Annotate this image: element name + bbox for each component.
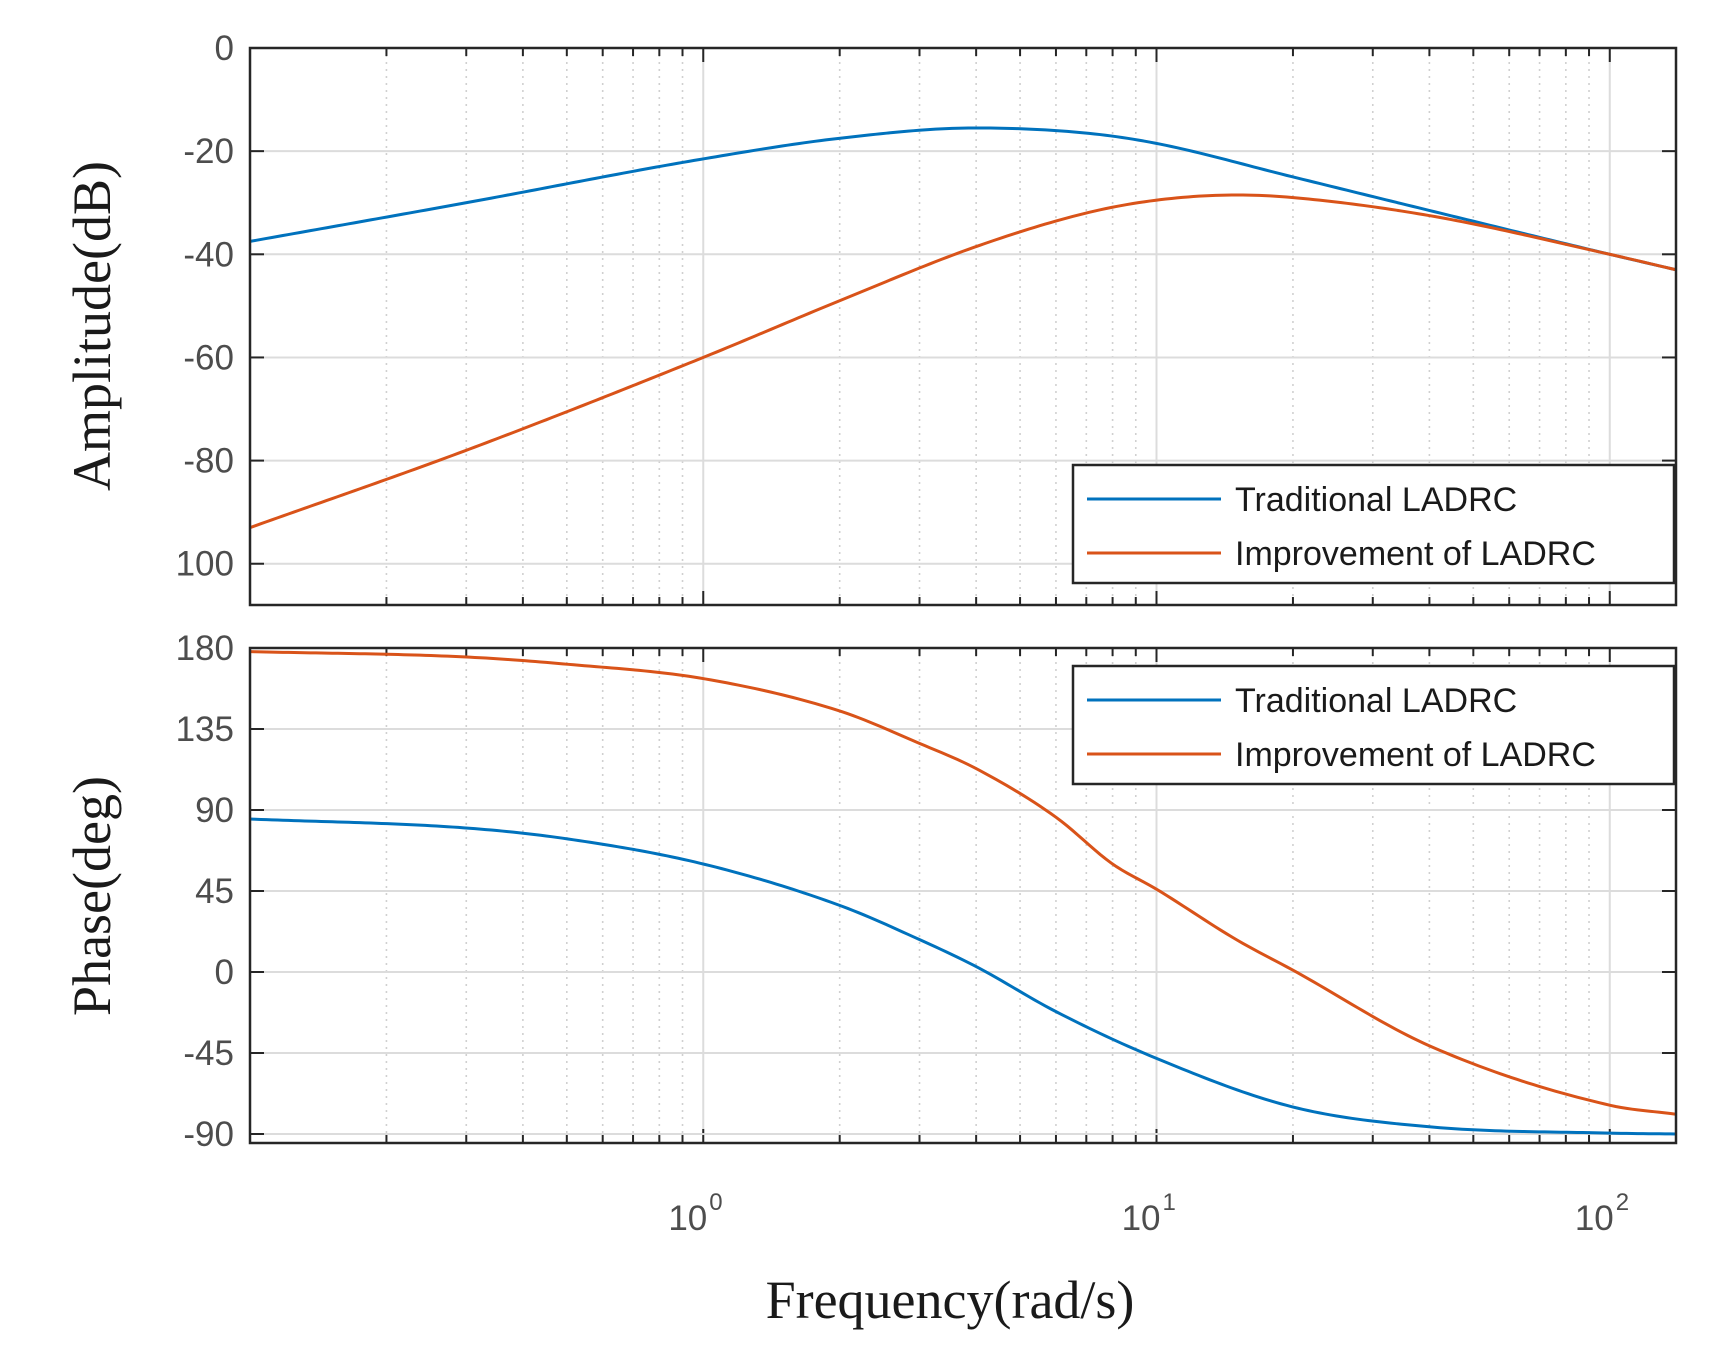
magnitude-frame [248,46,1678,607]
y-tick-label: 0 [215,29,234,68]
magnitude-panel: 0 -20 -40 -60 -80 100 Amplitude(dB) Tradition… [62,29,1678,607]
y-tick-label: -80 [183,442,234,481]
magnitude-series [249,126,1677,530]
y-tick-label: -90 [183,1115,234,1154]
y-tick-label: -45 [183,1034,234,1073]
magnitude-legend: Traditional LADRC Improvement of LADRC [1071,463,1676,585]
phase-frame [248,646,1678,1145]
y-tick-label: 100 [176,545,234,584]
x-tick-base: 10 [1575,1199,1614,1238]
y-tick-label: 135 [176,710,234,749]
series-line-improvement-of-ladrc [249,650,1677,1116]
magnitude-y-ticks: 0 -20 -40 -60 -80 100 [176,29,234,584]
phase-y-ticks: 180 135 90 45 0 -45 -90 [176,629,234,1154]
y-tick-label: -40 [183,235,234,274]
x-tick-exponent: 2 [1616,1189,1629,1216]
x-tick-exponent: 0 [709,1189,722,1216]
legend-box [1071,463,1676,585]
phase-ylabel: Phase(deg) [62,776,122,1016]
legend-label: Improvement of LADRC [1235,736,1596,774]
x-axis-ticks: 10 0 10 1 10 2 [668,1189,1629,1238]
legend-label: Traditional LADRC [1235,481,1517,519]
y-tick-label: 0 [215,953,234,992]
x-axis-label: Frequency(rad/s) [766,1270,1135,1330]
x-tick-exponent: 1 [1163,1189,1176,1216]
y-tick-label: -20 [183,132,234,171]
phase-legend: Traditional LADRC Improvement of LADRC [1071,664,1676,786]
x-tick-base: 10 [1122,1199,1161,1238]
x-tick-base: 10 [668,1199,707,1238]
phase-series [249,650,1677,1136]
legend-label: Improvement of LADRC [1235,535,1596,573]
magnitude-ylabel: Amplitude(dB) [62,161,122,491]
series-line-traditional-ladrc [249,817,1677,1136]
y-tick-label: 45 [195,872,234,911]
phase-panel: 180 135 90 45 0 -45 -90 Phase(deg) Traditional… [62,629,1678,1154]
x-tick-label: 10 0 [668,1189,722,1238]
series-line-improvement-of-ladrc [249,193,1677,530]
series-line-traditional-ladrc [249,126,1677,272]
y-tick-label: -60 [183,338,234,377]
y-tick-label: 180 [176,629,234,668]
legend-box [1071,664,1676,786]
legend-label: Traditional LADRC [1235,682,1517,720]
x-tick-label: 10 2 [1575,1189,1629,1238]
x-tick-label: 10 1 [1122,1189,1176,1238]
y-tick-label: 90 [195,791,234,830]
